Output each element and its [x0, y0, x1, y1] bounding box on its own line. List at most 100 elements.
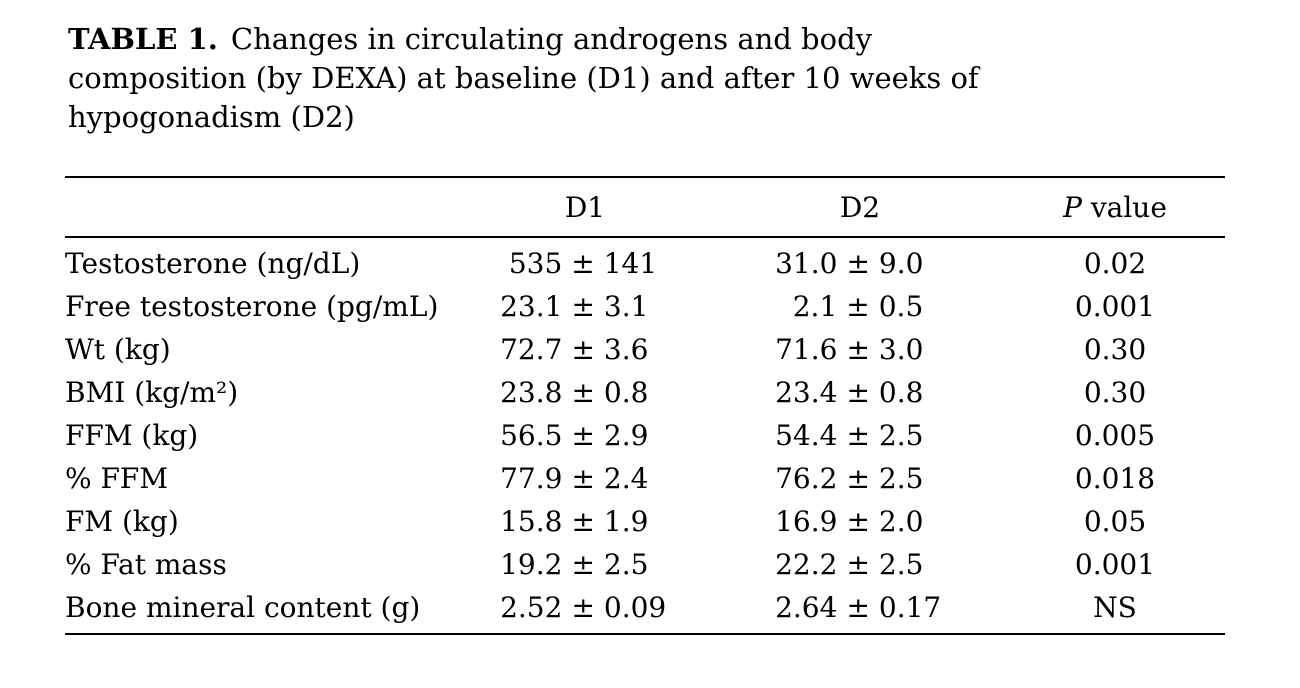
- plus-minus: ±: [571, 376, 595, 409]
- row-label: FM (kg): [65, 505, 179, 538]
- caption-line-1: TABLE 1. Changes in circulating androgens…: [68, 20, 979, 59]
- results-table: D1 D2 P value Testosterone (ng/dL) 535 ±1…: [65, 176, 1225, 635]
- value-mean: 19.2: [500, 548, 563, 581]
- caption-line-3: hypogonadism (D2): [68, 100, 355, 134]
- cell-d1: 2.52 ±0.09: [455, 586, 715, 634]
- cell-p: 0.001: [1074, 548, 1156, 581]
- caption-line-2: composition (by DEXA) at baseline (D1) a…: [68, 61, 979, 95]
- table-row: % FFM 77.9 ±2.4 76.2 ±2.5 0.018: [65, 457, 1225, 500]
- value-mean: 56.5: [500, 419, 563, 452]
- cell-p: 0.30: [1083, 333, 1147, 366]
- value-mean: 2.1: [792, 290, 838, 323]
- table-row: BMI (kg/m²) 23.8 ±0.8 23.4 ±0.8 0.30: [65, 371, 1225, 414]
- value-mean: 71.6: [775, 333, 838, 366]
- plus-minus: ±: [846, 419, 870, 452]
- value-sd: 2.5: [878, 548, 924, 581]
- cell-d1: 535 ±141: [455, 237, 715, 285]
- cell-d1: 23.1 ±3.1: [455, 285, 715, 328]
- value-mean: 23.1: [500, 290, 563, 323]
- cell-d2: 2.64 ±0.17: [715, 586, 1005, 634]
- value-sd: 141: [603, 247, 658, 280]
- plus-minus: ±: [571, 333, 595, 366]
- cell-p: 0.005: [1074, 419, 1156, 452]
- plus-minus: ±: [846, 333, 870, 366]
- header-row: D1 D2 P value: [65, 177, 1225, 238]
- table-row: Testosterone (ng/dL) 535 ±141 31.0 ±9.0 0.…: [65, 237, 1225, 285]
- plus-minus: ±: [571, 462, 595, 495]
- row-label: BMI (kg/m²): [65, 376, 239, 409]
- column-header-d2: D2: [715, 177, 1005, 238]
- column-header-d1: D1: [455, 177, 715, 238]
- value-mean: 77.9: [500, 462, 563, 495]
- row-label: FFM (kg): [65, 419, 199, 452]
- cell-p: 0.05: [1083, 505, 1147, 538]
- value-sd: 2.0: [878, 505, 924, 538]
- plus-minus: ±: [846, 548, 870, 581]
- corner-cell: [65, 177, 455, 238]
- value-mean: 23.8: [500, 376, 563, 409]
- plus-minus: ±: [571, 247, 595, 280]
- cell-d1: 15.8 ±1.9: [455, 500, 715, 543]
- cell-d2: 16.9 ±2.0: [715, 500, 1005, 543]
- cell-p: 0.02: [1083, 247, 1147, 280]
- row-label: Testosterone (ng/dL): [65, 247, 361, 280]
- value-sd: 0.17: [878, 591, 942, 624]
- table-row: Wt (kg) 72.7 ±3.6 71.6 ±3.0 0.30: [65, 328, 1225, 371]
- value-sd: 2.4: [603, 462, 649, 495]
- plus-minus: ±: [846, 505, 870, 538]
- column-header-pvalue: P value: [1005, 177, 1225, 238]
- cell-p: 0.30: [1083, 376, 1147, 409]
- cell-d2: 2.1 ±0.5: [715, 285, 1005, 328]
- value-sd: 0.8: [603, 376, 649, 409]
- cell-p: 0.018: [1074, 462, 1156, 495]
- plus-minus: ±: [571, 548, 595, 581]
- row-label: Bone mineral content (g): [65, 591, 421, 624]
- plus-minus: ±: [846, 591, 870, 624]
- value-sd: 1.9: [603, 505, 649, 538]
- value-sd: 0.5: [878, 290, 924, 323]
- cell-d1: 56.5 ±2.9: [455, 414, 715, 457]
- caption-text-1: Changes in circulating androgens and bod…: [230, 22, 873, 56]
- value-sd: 0.8: [878, 376, 924, 409]
- table-row: Free testosterone (pg/mL) 23.1 ±3.1 2.1 ±0…: [65, 285, 1225, 328]
- value-mean: 2.64: [775, 591, 838, 624]
- row-label: % Fat mass: [65, 548, 227, 581]
- value-mean: 76.2: [775, 462, 838, 495]
- value-mean: 31.0: [775, 247, 838, 280]
- table-caption: TABLE 1. Changes in circulating androgens…: [68, 20, 979, 137]
- value-sd: 2.9: [603, 419, 649, 452]
- value-sd: 2.5: [603, 548, 649, 581]
- row-label: % FFM: [65, 462, 169, 495]
- value-sd: 3.1: [603, 290, 649, 323]
- table-row: FM (kg) 15.8 ±1.9 16.9 ±2.0 0.05: [65, 500, 1225, 543]
- table-row: % Fat mass 19.2 ±2.5 22.2 ±2.5 0.001: [65, 543, 1225, 586]
- value-mean: 15.8: [500, 505, 563, 538]
- cell-d1: 72.7 ±3.6: [455, 328, 715, 371]
- p-value-word: value: [1081, 191, 1167, 224]
- value-sd: 2.5: [878, 419, 924, 452]
- value-mean: 22.2: [775, 548, 838, 581]
- row-label: Free testosterone (pg/mL): [65, 290, 439, 323]
- cell-d2: 71.6 ±3.0: [715, 328, 1005, 371]
- value-sd: 3.6: [603, 333, 649, 366]
- p-symbol: P: [1063, 191, 1082, 224]
- plus-minus: ±: [571, 419, 595, 452]
- value-mean: 2.52: [500, 591, 563, 624]
- cell-p: 0.001: [1074, 290, 1156, 323]
- table-row: Bone mineral content (g) 2.52 ±0.09 2.64 ±…: [65, 586, 1225, 634]
- plus-minus: ±: [571, 505, 595, 538]
- cell-d2: 22.2 ±2.5: [715, 543, 1005, 586]
- plus-minus: ±: [846, 247, 870, 280]
- value-sd: 2.5: [878, 462, 924, 495]
- cell-d2: 54.4 ±2.5: [715, 414, 1005, 457]
- value-mean: 54.4: [775, 419, 838, 452]
- cell-d2: 31.0 ±9.0: [715, 237, 1005, 285]
- table-row: FFM (kg) 56.5 ±2.9 54.4 ±2.5 0.005: [65, 414, 1225, 457]
- plus-minus: ±: [846, 462, 870, 495]
- table-number: TABLE 1.: [68, 22, 218, 56]
- cell-d1: 23.8 ±0.8: [455, 371, 715, 414]
- cell-d2: 76.2 ±2.5: [715, 457, 1005, 500]
- cell-d1: 19.2 ±2.5: [455, 543, 715, 586]
- value-sd: 3.0: [878, 333, 924, 366]
